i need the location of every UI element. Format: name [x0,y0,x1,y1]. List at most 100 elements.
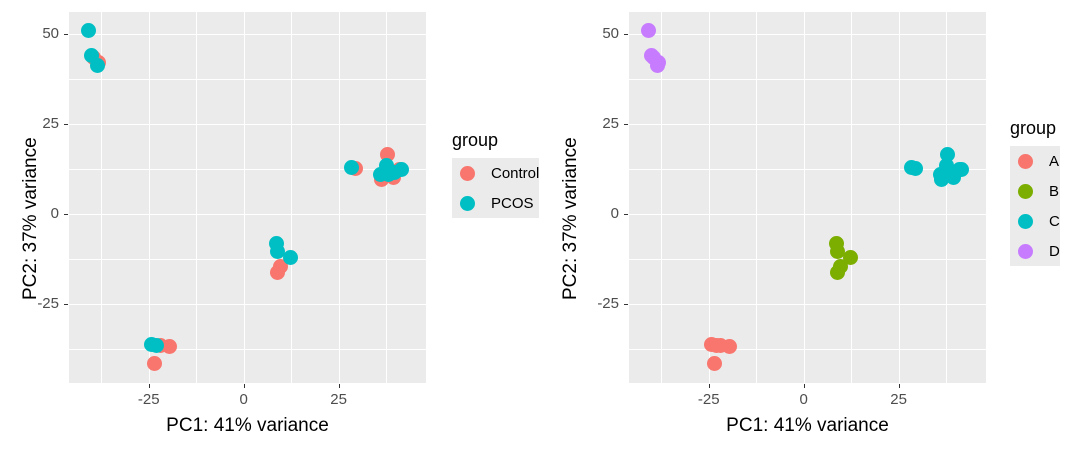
legend-key-swatch [452,188,482,218]
gridline-minor-horizontal [69,78,426,80]
gridline-major-horizontal [69,123,426,126]
x-tick-label: 25 [890,391,907,408]
legend-color-dot [1017,153,1033,169]
gridline-minor-horizontal [629,78,986,80]
legend-color-dot [459,165,475,181]
gridline-minor-horizontal [629,258,986,260]
y-tick-label: 25 [42,114,59,132]
scatter-point [282,250,298,266]
legend-color-dot [1017,213,1033,229]
legend-item-label: C [1049,212,1060,230]
y-tick-label: -25 [597,294,619,312]
legend-left: group Control PCOS [452,130,540,218]
gridline-minor-vertical [386,12,388,383]
gridline-major-horizontal [629,213,986,216]
legend-keys-left: Control PCOS [452,158,540,218]
legend-title-right: group [1010,118,1057,138]
gridline-minor-vertical [756,12,758,383]
x-axis-title-right: PC1: 41% variance [726,415,889,436]
gridline-minor-vertical [946,12,948,383]
legend-item[interactable]: B [1010,176,1060,206]
gridline-major-vertical [148,12,151,383]
legend-item[interactable]: PCOS [452,188,539,218]
gridline-major-horizontal [629,123,986,126]
plot-panel-right [629,12,986,383]
x-tick-mark [803,384,805,388]
x-tick-mark [338,384,340,388]
y-tick-label: 50 [42,24,59,42]
scatter-point [81,23,97,39]
legend-key-swatch [1010,176,1040,206]
gridline-major-horizontal [629,303,986,306]
gridline-major-vertical [803,12,806,383]
x-tick-label: -25 [137,391,160,408]
scatter-point [651,54,667,70]
legend-title-left: group [452,130,499,150]
x-tick-mark [148,384,150,388]
y-tick-label: 0 [610,204,619,222]
gridline-major-horizontal [629,33,986,36]
gridline-major-vertical [708,12,711,383]
gridline-major-horizontal [69,33,426,36]
legend-item[interactable]: A [1010,146,1060,176]
scatter-point [706,355,722,371]
scatter-point [161,338,177,354]
legend-item[interactable]: D [1010,236,1060,266]
gridline-major-horizontal [69,213,426,216]
legend-item[interactable]: C [1010,206,1060,236]
x-tick-mark [708,384,710,388]
legend-key-swatch [452,158,482,188]
legend-item[interactable]: Control [452,158,539,188]
gridline-major-horizontal [69,303,426,306]
y-tick-mark [624,213,628,215]
x-tick-label: 25 [330,391,347,408]
legend-color-dot [1017,183,1033,199]
y-tick-mark [64,33,68,35]
legend-item-label: A [1049,152,1060,170]
x-tick-mark [898,384,900,388]
gridline-minor-vertical [661,12,663,383]
gridline-minor-vertical [196,12,198,383]
scatter-point [951,161,967,177]
legend-item-label: PCOS [491,194,534,212]
legend-item-label: D [1049,242,1060,260]
gridline-minor-horizontal [69,258,426,260]
y-tick-label: 25 [602,114,619,132]
gridline-major-vertical [243,12,246,383]
x-tick-label: 0 [799,391,808,408]
y-tick-mark [624,303,628,305]
x-tick-label: 0 [239,391,248,408]
gridline-minor-vertical [101,12,103,383]
legend-color-dot [1017,243,1033,259]
scatter-point [641,23,657,39]
x-tick-label: -25 [697,391,720,408]
scatter-point [89,57,105,73]
y-tick-mark [64,303,68,305]
legend-item-label: Control [491,164,540,182]
scatter-point [393,161,409,177]
x-axis-title-left: PC1: 41% variance [166,415,329,436]
legend-key-swatch [1010,146,1040,176]
scatter-point [830,264,846,280]
legend-item-label: B [1049,182,1060,200]
scatter-point [932,166,948,182]
x-tick-mark [243,384,245,388]
gridline-major-vertical [338,12,341,383]
scatter-point [269,243,285,259]
scatter-point [908,160,924,176]
facet-right: PC2: 37% variance -25 0 25 50 -25 0 25 PC1: 41… [540,0,1080,467]
legend-key-swatch [1010,236,1040,266]
y-tick-label: 0 [50,204,59,222]
scatter-point [146,355,162,371]
scatter-point [344,160,360,176]
gridline-major-vertical [898,12,901,383]
y-tick-mark [624,33,628,35]
y-tick-label: 50 [602,24,619,42]
gridline-minor-horizontal [69,348,426,350]
legend-key-swatch [1010,206,1040,236]
legend-color-dot [459,195,475,211]
scatter-point [270,264,286,280]
